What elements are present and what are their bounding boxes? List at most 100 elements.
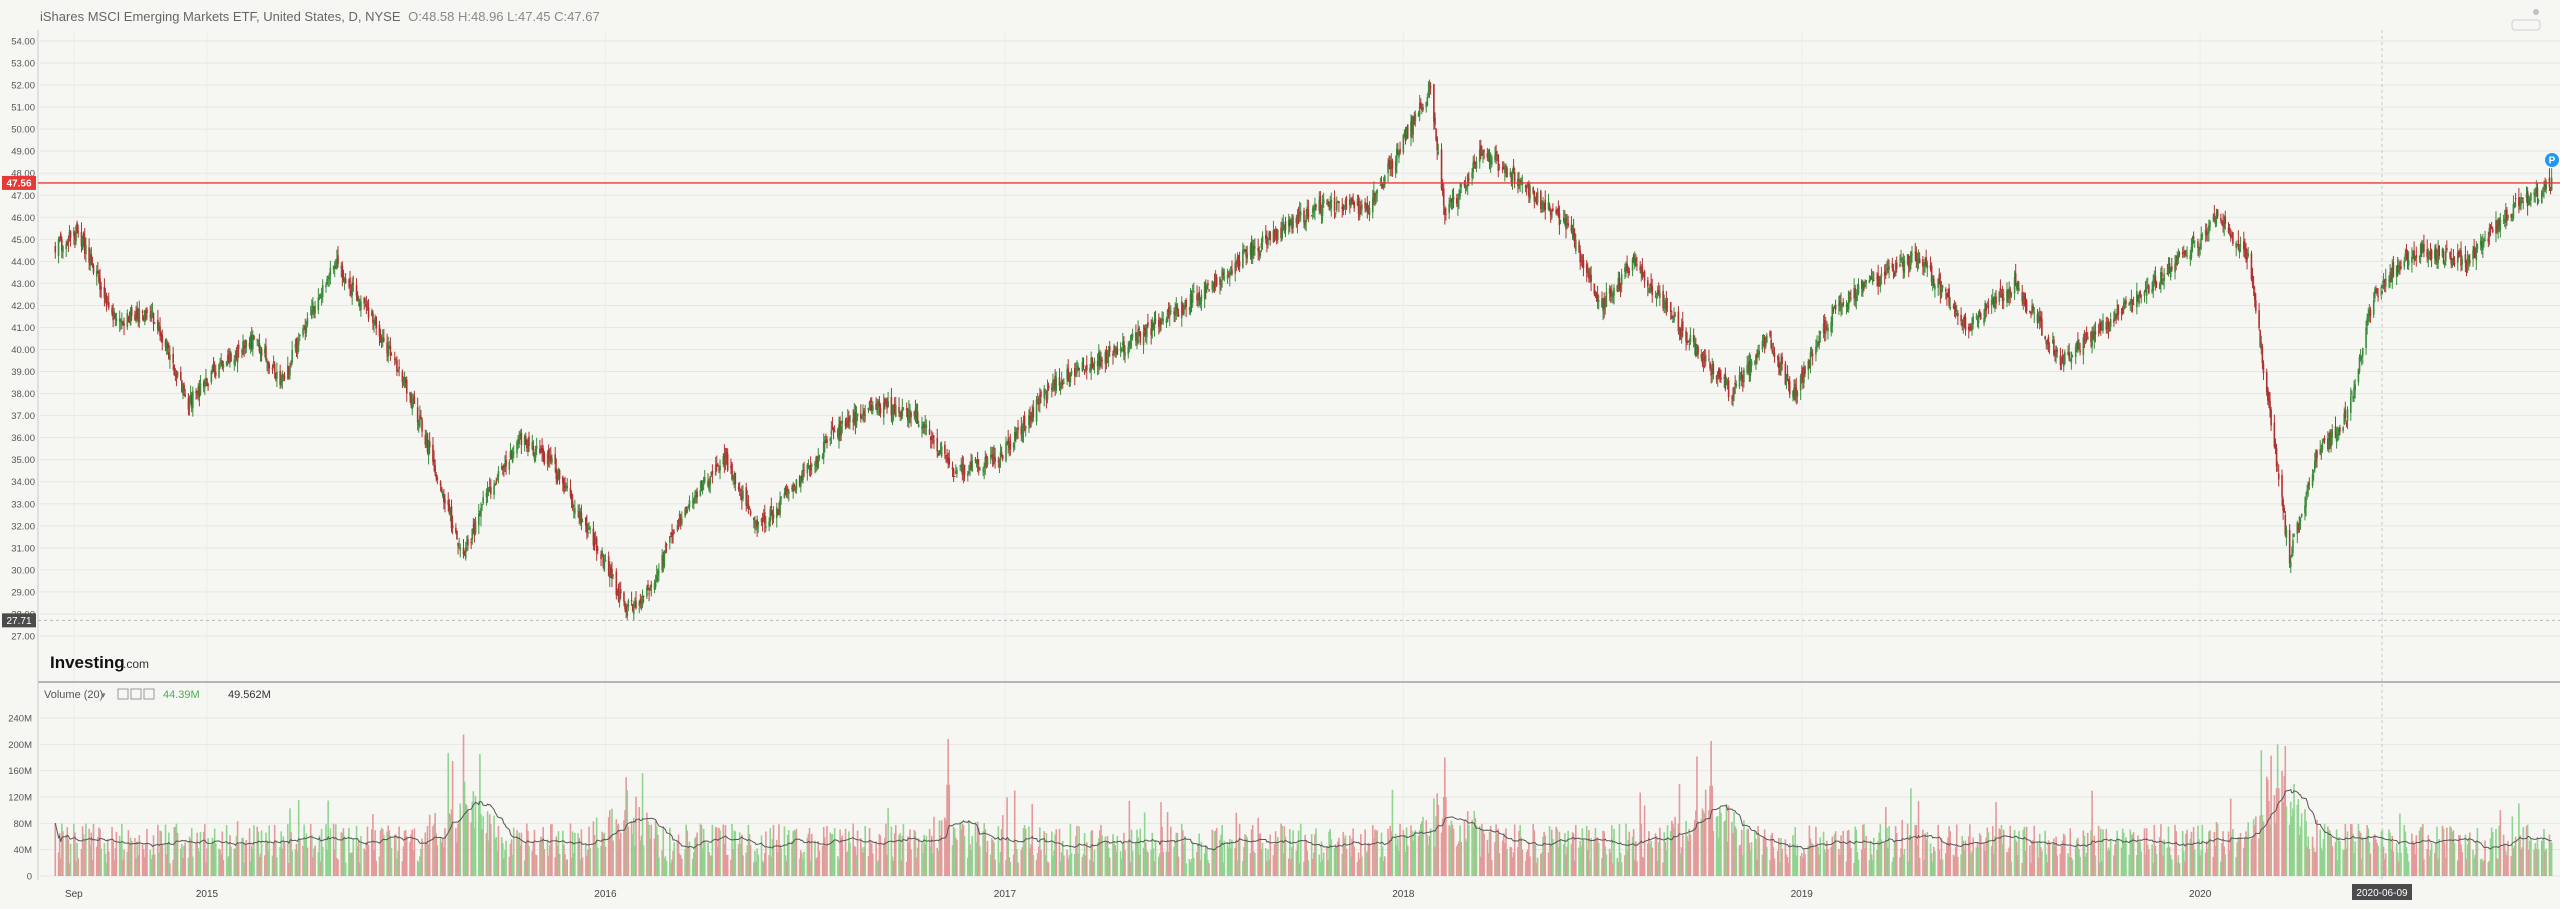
candle-body bbox=[360, 301, 362, 310]
candle-body bbox=[1687, 341, 1689, 342]
candle-body bbox=[1778, 357, 1780, 368]
volume-bar bbox=[253, 825, 255, 876]
candle-body bbox=[505, 460, 507, 467]
volume-bar bbox=[1269, 835, 1271, 876]
candle-body bbox=[1480, 145, 1482, 150]
candle-body bbox=[146, 309, 148, 313]
candle-body bbox=[1670, 302, 1672, 312]
volume-bar bbox=[1934, 851, 1936, 876]
price-tick-label: 46.00 bbox=[11, 213, 35, 224]
candle-body bbox=[628, 601, 630, 607]
candle-body bbox=[1995, 297, 1997, 304]
candle-body bbox=[1739, 375, 1741, 387]
volume-bar bbox=[1216, 828, 1218, 876]
volume-bar bbox=[933, 817, 935, 876]
volume-bar bbox=[1437, 805, 1439, 876]
candle-body bbox=[92, 263, 94, 265]
candle-body bbox=[1177, 307, 1179, 310]
volume-bar bbox=[444, 828, 446, 876]
volume-bar bbox=[1155, 840, 1157, 876]
candle-body bbox=[1597, 294, 1599, 302]
volume-bar bbox=[276, 857, 278, 876]
candle-body bbox=[832, 427, 834, 429]
candle-body bbox=[1942, 285, 1944, 288]
candle-body bbox=[1130, 341, 1132, 346]
candle-body bbox=[1183, 306, 1185, 314]
candle-body bbox=[1471, 172, 1473, 178]
candle-body bbox=[604, 561, 606, 570]
candle-body bbox=[184, 394, 186, 396]
volume-bar bbox=[1017, 863, 1019, 876]
candle-body bbox=[642, 599, 644, 605]
candle-body bbox=[2537, 187, 2539, 197]
price-tick-label: 30.00 bbox=[11, 565, 35, 576]
candle-body bbox=[498, 471, 500, 477]
candle-body bbox=[1781, 357, 1783, 364]
volume-bar bbox=[414, 828, 416, 876]
candle-body bbox=[2309, 484, 2311, 485]
candle-body bbox=[2306, 490, 2308, 494]
volume-bar bbox=[475, 796, 477, 876]
candle-body bbox=[623, 593, 625, 602]
candle-body bbox=[765, 526, 767, 528]
candle-body bbox=[2252, 275, 2254, 283]
volume-bar bbox=[605, 847, 607, 876]
candle-body bbox=[153, 313, 155, 323]
candle-body bbox=[1269, 231, 1271, 240]
candle-body bbox=[2102, 320, 2104, 330]
volume-tick-label: 200M bbox=[8, 740, 32, 751]
candle-body bbox=[917, 412, 919, 423]
candle-body bbox=[727, 454, 729, 470]
candle-body bbox=[383, 338, 385, 341]
candle-body bbox=[259, 343, 261, 352]
volume-bar bbox=[1231, 840, 1233, 876]
candle-body bbox=[307, 318, 309, 325]
candle-body bbox=[1037, 399, 1039, 401]
volume-bar bbox=[956, 840, 958, 876]
candle-body bbox=[1338, 201, 1340, 203]
candle-body bbox=[2477, 244, 2479, 249]
candle-body bbox=[2354, 384, 2356, 390]
candle-body bbox=[213, 364, 215, 372]
candle-body bbox=[1549, 206, 1551, 209]
volume-bar bbox=[2102, 829, 2104, 876]
candle-body bbox=[2507, 215, 2509, 219]
candle-body bbox=[582, 521, 584, 522]
candle-body bbox=[161, 335, 163, 342]
volume-bar bbox=[1346, 849, 1348, 876]
candle-body bbox=[2128, 303, 2130, 305]
volume-bar bbox=[819, 851, 821, 876]
candle-body bbox=[2339, 427, 2341, 432]
candle-body bbox=[788, 491, 790, 494]
candle-body bbox=[1257, 248, 1259, 251]
candle-body bbox=[2182, 252, 2184, 254]
volume-bar bbox=[2156, 854, 2158, 876]
candle-body bbox=[1892, 263, 1894, 268]
candle-body bbox=[696, 492, 698, 498]
volume-tick-label: 40M bbox=[14, 845, 33, 856]
volume-bar bbox=[1201, 842, 1203, 876]
candle-body bbox=[2191, 247, 2193, 258]
volume-bar bbox=[1239, 824, 1241, 876]
candle-body bbox=[106, 295, 108, 307]
candle-body bbox=[330, 268, 332, 276]
candle-body bbox=[2263, 363, 2265, 373]
candle-body bbox=[1473, 161, 1475, 165]
candle-body bbox=[977, 459, 979, 464]
candle-body bbox=[910, 412, 912, 417]
volume-bar bbox=[1812, 844, 1814, 876]
candle-body bbox=[1193, 291, 1195, 292]
candle-body bbox=[998, 461, 1000, 462]
candle-body bbox=[2079, 350, 2081, 352]
candle-body bbox=[2446, 248, 2448, 250]
candle-body bbox=[108, 302, 110, 308]
candle-body bbox=[1499, 167, 1501, 168]
volume-bar bbox=[2507, 841, 2509, 876]
candle-body bbox=[1342, 206, 1344, 211]
candle-body bbox=[2413, 251, 2415, 258]
candle-body bbox=[299, 335, 301, 336]
volume-bar bbox=[1483, 834, 1485, 876]
candle-body bbox=[562, 477, 564, 484]
candle-body bbox=[661, 555, 663, 571]
